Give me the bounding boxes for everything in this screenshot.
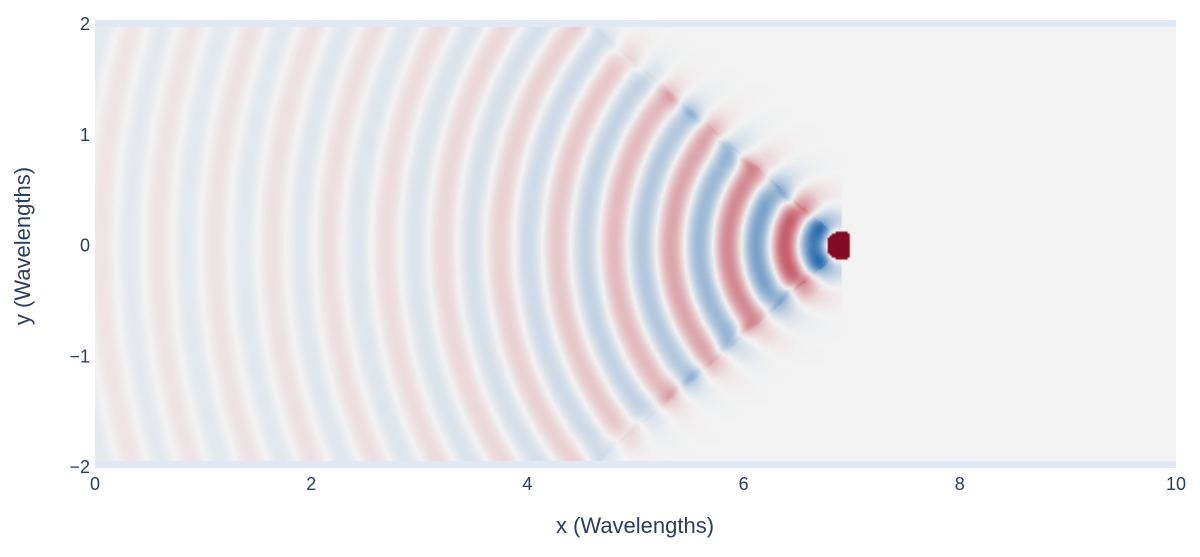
y-tick-label: 2 — [80, 14, 90, 34]
top-band — [95, 20, 1176, 27]
y-tick-label: 1 — [80, 125, 90, 145]
heatmap-image — [95, 24, 1176, 467]
y-tick-label: −2 — [69, 457, 90, 477]
y-tick-label: −1 — [69, 346, 90, 366]
x-tick-label: 0 — [90, 474, 100, 494]
x-axis-ticks: 0 2 4 6 8 10 — [90, 474, 1186, 494]
y-axis-ticks: −2 −1 0 1 2 — [69, 14, 90, 477]
y-axis-title: y (Wavelengths) — [10, 167, 35, 325]
x-tick-label: 8 — [955, 474, 965, 494]
x-axis-title: x (Wavelengths) — [556, 513, 714, 538]
x-tick-label: 2 — [306, 474, 316, 494]
x-tick-label: 4 — [522, 474, 532, 494]
y-tick-label: 0 — [80, 236, 90, 256]
bottom-band — [95, 461, 1176, 468]
x-tick-label: 6 — [739, 474, 749, 494]
x-tick-label: 10 — [1166, 474, 1186, 494]
